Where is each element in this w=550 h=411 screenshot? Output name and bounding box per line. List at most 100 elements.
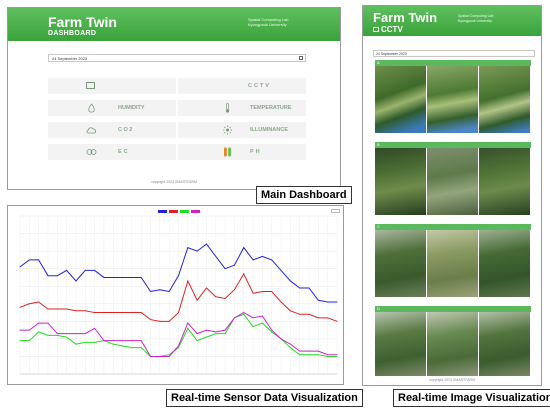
data-point[interactable]	[196, 333, 198, 335]
data-point[interactable]	[131, 276, 133, 278]
data-point[interactable]	[112, 276, 114, 278]
data-point[interactable]	[168, 354, 170, 356]
data-point[interactable]	[19, 266, 21, 268]
data-point[interactable]	[94, 312, 96, 314]
data-point[interactable]	[317, 350, 319, 352]
tile-ph[interactable]: PH	[178, 144, 306, 160]
data-point[interactable]	[289, 310, 291, 312]
data-point[interactable]	[327, 317, 329, 319]
data-point[interactable]	[327, 354, 329, 356]
data-point[interactable]	[261, 322, 263, 324]
data-point[interactable]	[28, 340, 30, 342]
data-point[interactable]	[150, 319, 152, 321]
data-point[interactable]	[243, 312, 245, 314]
data-point[interactable]	[112, 312, 114, 314]
data-point[interactable]	[84, 341, 86, 343]
data-point[interactable]	[103, 276, 105, 278]
data-point[interactable]	[233, 264, 235, 266]
data-point[interactable]	[66, 308, 68, 310]
data-point[interactable]	[66, 269, 68, 271]
data-point[interactable]	[140, 312, 142, 314]
data-point[interactable]	[224, 333, 226, 335]
camera-image[interactable]	[427, 312, 478, 376]
data-point[interactable]	[122, 345, 124, 347]
data-point[interactable]	[28, 329, 30, 331]
data-point[interactable]	[94, 327, 96, 329]
data-point[interactable]	[299, 354, 301, 356]
data-point[interactable]	[336, 301, 338, 303]
tile-temperature[interactable]: TEMPERATURE	[178, 100, 306, 116]
data-point[interactable]	[140, 276, 142, 278]
chart-menu-button[interactable]	[331, 209, 340, 213]
data-point[interactable]	[261, 315, 263, 317]
data-point[interactable]	[233, 289, 235, 291]
camera-image[interactable]	[375, 148, 426, 215]
data-point[interactable]	[205, 329, 207, 331]
data-point[interactable]	[233, 317, 235, 319]
legend-swatch-magenta[interactable]	[191, 210, 200, 213]
data-point[interactable]	[299, 350, 301, 352]
camera-image[interactable]	[479, 148, 530, 215]
calendar-icon[interactable]	[299, 56, 303, 60]
data-point[interactable]	[205, 336, 207, 338]
data-point[interactable]	[140, 347, 142, 349]
data-point[interactable]	[75, 343, 77, 345]
data-point[interactable]	[19, 329, 21, 331]
date-picker[interactable]: 24 September 2023	[373, 50, 535, 57]
data-point[interactable]	[308, 313, 310, 315]
data-point[interactable]	[308, 350, 310, 352]
data-point[interactable]	[103, 312, 105, 314]
data-point[interactable]	[56, 308, 58, 310]
tile-cctv[interactable]: CCTV	[178, 78, 306, 94]
data-point[interactable]	[94, 269, 96, 271]
data-point[interactable]	[196, 340, 198, 342]
camera-image[interactable]	[427, 66, 478, 133]
legend-swatch-red[interactable]	[169, 210, 178, 213]
data-point[interactable]	[280, 338, 282, 340]
data-point[interactable]	[38, 301, 40, 303]
data-point[interactable]	[56, 333, 58, 335]
data-point[interactable]	[224, 329, 226, 331]
data-point[interactable]	[308, 287, 310, 289]
data-point[interactable]	[205, 287, 207, 289]
data-point[interactable]	[187, 327, 189, 329]
data-point[interactable]	[299, 287, 301, 289]
data-point[interactable]	[327, 301, 329, 303]
data-point[interactable]	[178, 312, 179, 314]
data-point[interactable]	[289, 347, 291, 349]
data-point[interactable]	[178, 347, 179, 349]
data-point[interactable]	[187, 322, 189, 324]
data-point[interactable]	[336, 354, 338, 356]
data-point[interactable]	[75, 333, 77, 335]
data-point[interactable]	[150, 290, 152, 292]
data-point[interactable]	[178, 275, 179, 277]
camera-image[interactable]	[375, 230, 426, 297]
tile-illuminance[interactable]: ILLUMINANCE	[178, 122, 306, 138]
data-point[interactable]	[271, 259, 273, 261]
data-point[interactable]	[94, 341, 96, 343]
data-point[interactable]	[317, 317, 319, 319]
camera-image[interactable]	[479, 230, 530, 297]
brand-title[interactable]: Farm Twin	[48, 14, 117, 30]
data-point[interactable]	[131, 340, 133, 342]
data-point[interactable]	[224, 268, 226, 270]
data-point[interactable]	[271, 290, 273, 292]
data-point[interactable]	[178, 345, 179, 347]
data-point[interactable]	[122, 340, 124, 342]
data-point[interactable]	[252, 317, 254, 319]
data-point[interactable]	[336, 355, 338, 357]
data-point[interactable]	[261, 290, 263, 292]
data-point[interactable]	[38, 331, 40, 333]
date-picker[interactable]: 24 September 2023	[48, 54, 306, 62]
tile-cctv-monitor[interactable]	[48, 78, 176, 94]
data-point[interactable]	[75, 280, 77, 282]
data-point[interactable]	[252, 259, 254, 261]
data-point[interactable]	[131, 347, 133, 349]
data-point[interactable]	[150, 355, 152, 357]
data-point[interactable]	[215, 296, 217, 298]
tile-ec[interactable]: EC	[48, 144, 176, 160]
data-point[interactable]	[289, 343, 291, 345]
data-point[interactable]	[122, 276, 124, 278]
data-point[interactable]	[56, 334, 58, 336]
tile-humidity[interactable]: HUMIDITY	[48, 100, 176, 116]
